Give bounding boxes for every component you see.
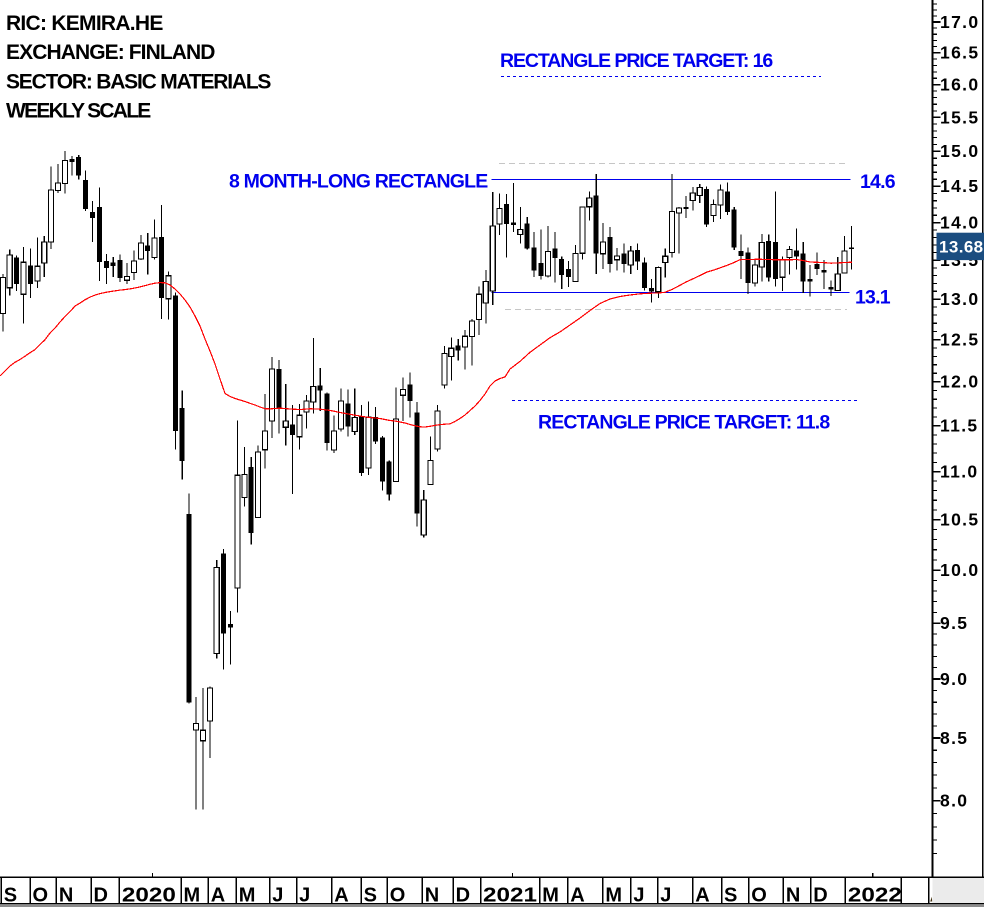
svg-text:15.5: 15.5 [940, 107, 979, 127]
svg-text:J: J [272, 885, 283, 907]
svg-text:J: J [633, 885, 644, 907]
svg-text:2021: 2021 [483, 885, 537, 907]
svg-text:A: A [570, 885, 584, 907]
svg-text:13.68: 13.68 [939, 237, 984, 256]
svg-text:12.0: 12.0 [940, 372, 979, 392]
svg-text:A: A [211, 885, 225, 907]
svg-text:14.5: 14.5 [940, 176, 979, 196]
svg-text:S: S [724, 885, 737, 907]
svg-text:A: A [334, 885, 348, 907]
svg-text:2020: 2020 [122, 885, 176, 907]
svg-text:11.5: 11.5 [940, 416, 979, 436]
svg-text:2022: 2022 [848, 885, 902, 907]
svg-text:RECTANGLE PRICE TARGET: 11.8: RECTANGLE PRICE TARGET: 11.8 [538, 412, 830, 434]
svg-text:EXCHANGE: FINLAND: EXCHANGE: FINLAND [6, 41, 215, 64]
svg-text:SECTOR: BASIC MATERIALS: SECTOR: BASIC MATERIALS [6, 71, 271, 94]
svg-text:A: A [695, 885, 709, 907]
svg-text:14.0: 14.0 [940, 213, 979, 233]
svg-text:N: N [59, 885, 73, 907]
svg-text:16.5: 16.5 [940, 43, 979, 63]
svg-text:8 MONTH-LONG RECTANGLE: 8 MONTH-LONG RECTANGLE [229, 171, 488, 193]
svg-text:M: M [605, 885, 622, 907]
svg-text:J: J [299, 885, 310, 907]
svg-text:WEEKLY SCALE: WEEKLY SCALE [6, 100, 151, 123]
svg-text:RECTANGLE PRICE TARGET: 16: RECTANGLE PRICE TARGET: 16 [500, 50, 773, 72]
svg-text:M: M [239, 885, 256, 907]
svg-text:RIC: KEMIRA.HE: RIC: KEMIRA.HE [6, 12, 163, 35]
svg-text:17.0: 17.0 [940, 12, 979, 32]
svg-text:9.0: 9.0 [940, 669, 968, 689]
svg-text:O: O [390, 885, 406, 907]
svg-text:S: S [4, 885, 17, 907]
svg-text:13.0: 13.0 [940, 289, 979, 309]
svg-text:N: N [786, 885, 800, 907]
svg-text:10.0: 10.0 [940, 560, 979, 580]
svg-text:O: O [33, 885, 49, 907]
svg-text:S: S [364, 885, 377, 907]
svg-text:D: D [94, 885, 108, 907]
svg-text:9.5: 9.5 [940, 613, 968, 633]
svg-text:15.0: 15.0 [940, 141, 979, 161]
svg-text:13.1: 13.1 [855, 287, 891, 309]
svg-text:8.5: 8.5 [940, 728, 968, 748]
svg-text:8.0: 8.0 [940, 791, 968, 811]
svg-text:O: O [751, 885, 767, 907]
svg-text:D: D [813, 885, 827, 907]
svg-text:D: D [456, 885, 470, 907]
svg-text:N: N [425, 885, 439, 907]
svg-text:14.6: 14.6 [860, 171, 896, 193]
svg-text:J: J [660, 885, 671, 907]
svg-text:M: M [542, 885, 559, 907]
svg-text:11.0: 11.0 [940, 462, 979, 482]
svg-text:12.5: 12.5 [940, 330, 979, 350]
svg-text:M: M [184, 885, 201, 907]
svg-text:10.5: 10.5 [940, 510, 979, 530]
svg-text:16.0: 16.0 [940, 75, 979, 95]
